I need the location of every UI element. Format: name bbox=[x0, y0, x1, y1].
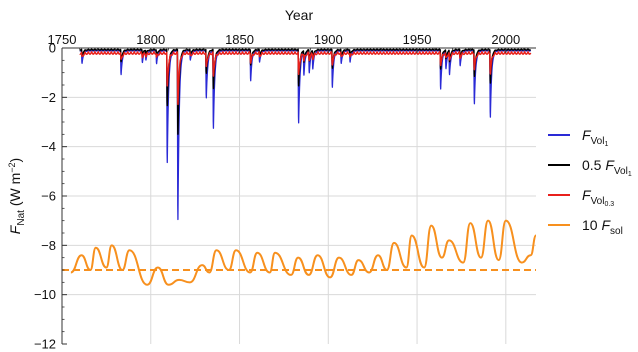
series-sol10 bbox=[70, 219, 537, 286]
y-tick-label: −6 bbox=[41, 189, 56, 204]
legend-label-vol03: FVol0.3 bbox=[582, 187, 614, 208]
x-tick-label: 1750 bbox=[48, 32, 77, 47]
y-tick-label: −8 bbox=[41, 238, 56, 253]
x-tick-label: 1950 bbox=[403, 32, 432, 47]
x-axis-title: Year bbox=[285, 7, 314, 23]
series-group bbox=[70, 48, 537, 286]
y-tick-label: 0 bbox=[49, 41, 56, 56]
y-tick-label: −2 bbox=[41, 90, 56, 105]
x-tick-label: 1800 bbox=[136, 32, 165, 47]
legend: FVol1 0.5 FVol1 FVol0.3 10 Fsol bbox=[548, 127, 632, 237]
x-tick-label: 2000 bbox=[491, 32, 520, 47]
y-axis-title: FNat (W m−2) bbox=[7, 158, 27, 234]
series-vol05 bbox=[79, 48, 532, 135]
y-tick-label: −4 bbox=[41, 139, 56, 154]
x-tick-label: 1900 bbox=[314, 32, 343, 47]
ticks: 1750 1800 1850 1900 1950 2000 0 −2 −4 −6 −8 −10 −12 bbox=[34, 32, 524, 352]
y-tick-label: −10 bbox=[34, 287, 56, 302]
legend-label-sol10: 10 Fsol bbox=[582, 217, 623, 237]
y-tick-label: −12 bbox=[34, 337, 56, 352]
legend-label-vol1: FVol1 bbox=[582, 127, 608, 148]
series-vol03 bbox=[79, 50, 532, 106]
legend-label-vol05: 0.5 FVol1 bbox=[582, 157, 632, 178]
x-tick-label: 1850 bbox=[225, 32, 254, 47]
